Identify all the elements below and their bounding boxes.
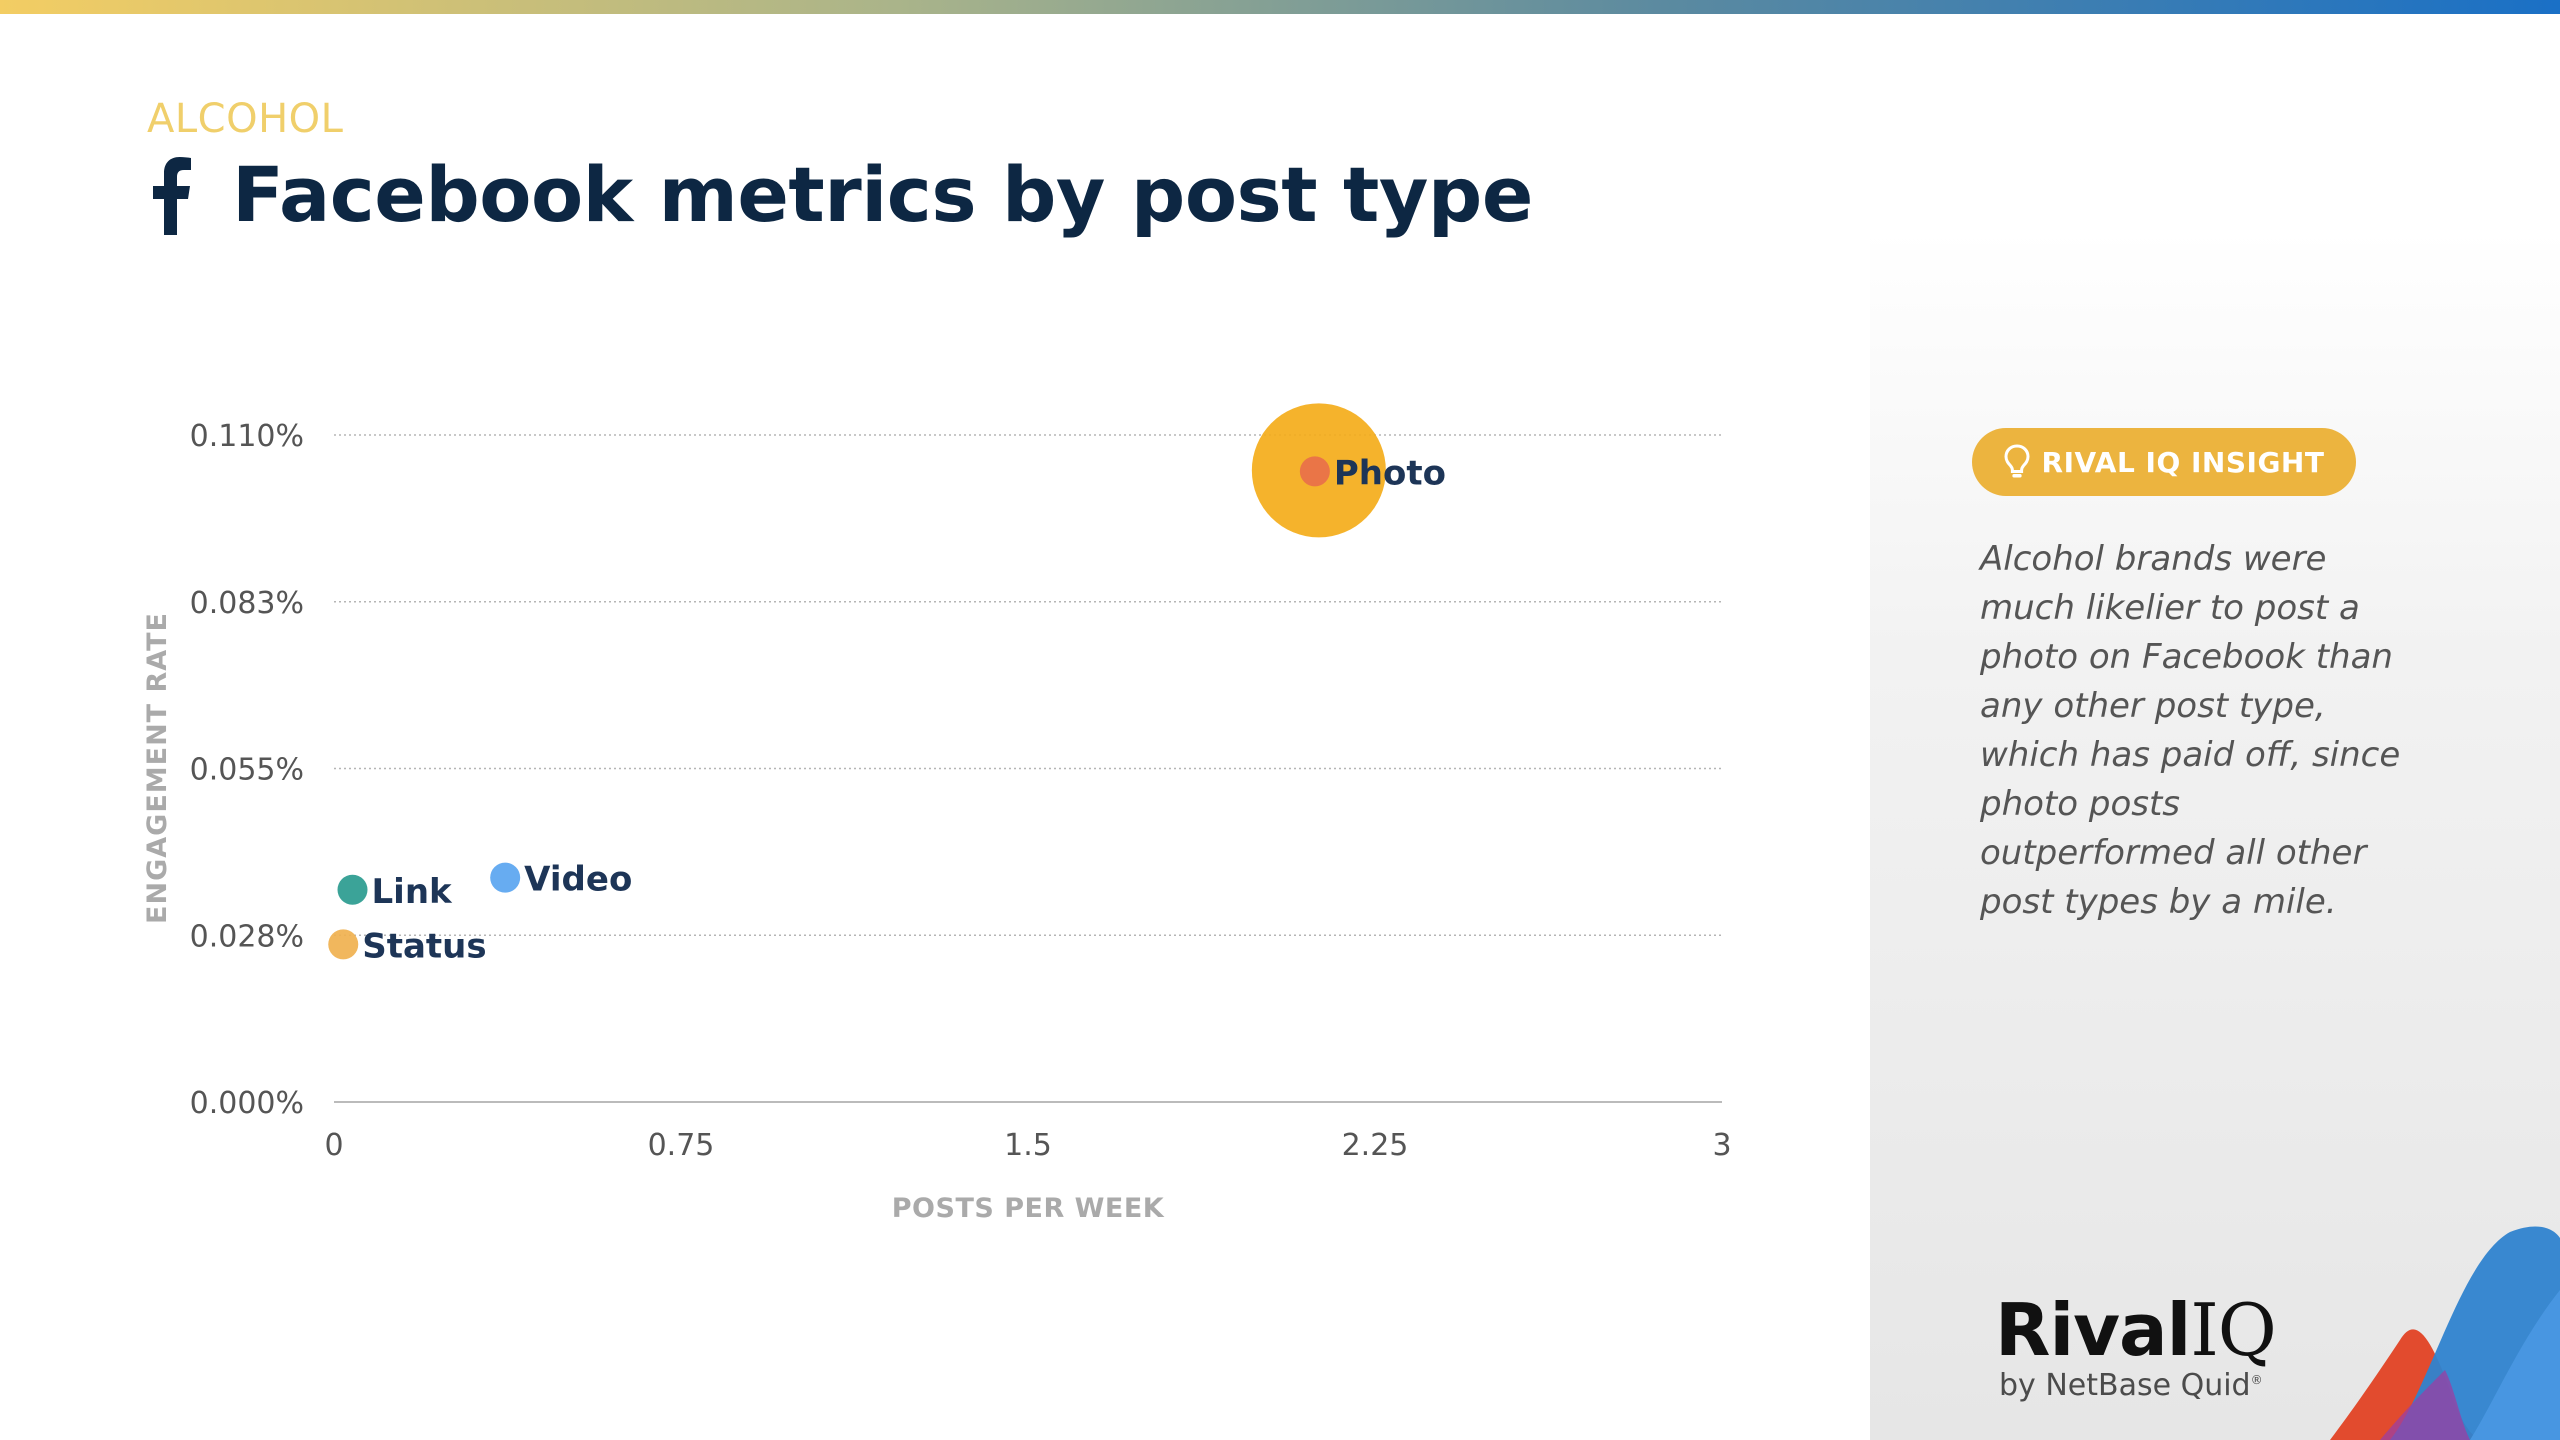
top-gradient-bar <box>0 0 2560 14</box>
logo-byline-text: by NetBase Quid <box>1999 1368 2251 1403</box>
x-tick-label: 2.25 <box>1342 1128 1409 1163</box>
insight-badge-label: RIVAL IQ INSIGHT <box>2041 445 2325 479</box>
facebook-icon <box>153 157 191 235</box>
y-tick-label: 0.083% <box>190 586 304 621</box>
x-tick-label: 0.75 <box>648 1128 715 1163</box>
y-tick-label: 0.055% <box>190 753 304 788</box>
page-title: Facebook metrics by post type <box>232 150 1533 239</box>
logo-byline: by NetBase Quid® <box>1999 1368 2263 1403</box>
point-label-photo: Photo <box>1334 453 1446 493</box>
x-tick-label: 1.5 <box>1004 1128 1052 1163</box>
logo-registered-mark: ® <box>2250 1373 2263 1387</box>
y-axis-title: ENGAGEMENT RATE <box>142 612 173 924</box>
scatter-chart: 0.000% 0.028% 0.055% 0.083% 0.110% 0 0.75 1.5 2.… <box>142 403 1732 1224</box>
insight-badge: RIVAL IQ INSIGHT <box>1972 428 2356 496</box>
category-label: ALCOHOL <box>147 96 344 142</box>
lightbulb-icon <box>2004 444 2030 478</box>
y-tick-label: 0.000% <box>190 1086 304 1121</box>
logo-wordmark: RivalIQ <box>1995 1288 2277 1372</box>
y-tick-label: 0.028% <box>190 919 304 954</box>
rival-iq-logo: RivalIQ by NetBase Quid® <box>1995 1290 2295 1420</box>
x-tick-label: 3 <box>1712 1128 1731 1163</box>
point-label-video: Video <box>524 860 632 900</box>
point-video <box>490 862 521 893</box>
logo-rival: Rival <box>1995 1288 2191 1372</box>
point-link <box>337 874 368 905</box>
insight-text: Alcohol brands were much likelier to pos… <box>1980 539 2401 922</box>
point-photo <box>1299 456 1330 487</box>
point-status <box>328 929 359 960</box>
logo-iq: IQ <box>2190 1288 2276 1372</box>
y-tick-label: 0.110% <box>190 419 304 454</box>
point-label-link: Link <box>372 872 454 912</box>
x-axis-title: POSTS PER WEEK <box>892 1193 1165 1224</box>
decorative-waves <box>2330 1226 2560 1440</box>
point-label-status: Status <box>362 926 486 966</box>
x-tick-label: 0 <box>324 1128 343 1163</box>
